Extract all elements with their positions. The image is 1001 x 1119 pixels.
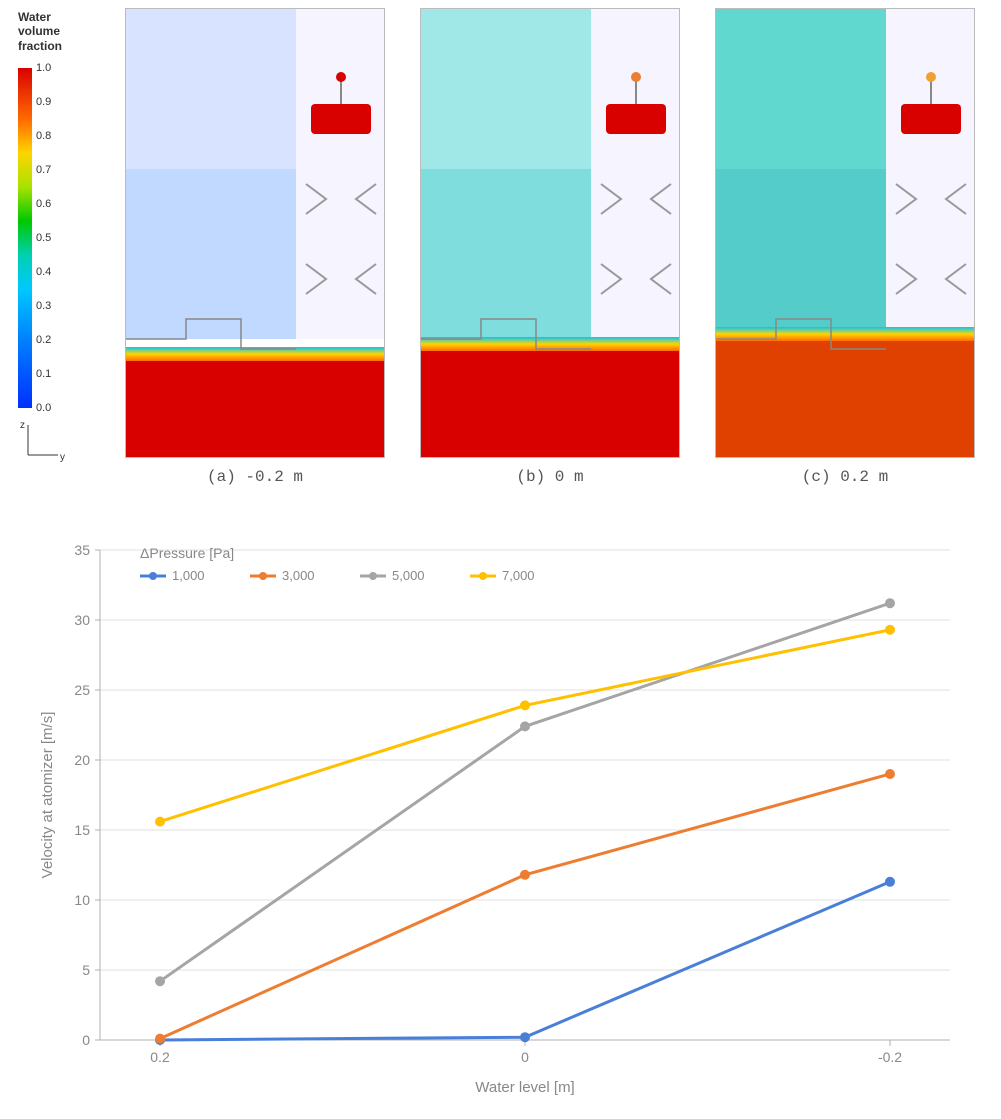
ytick-label: 25 bbox=[74, 682, 90, 698]
ytick-label: 10 bbox=[74, 892, 90, 908]
series-marker bbox=[521, 701, 529, 709]
legend-label: 5,000 bbox=[392, 568, 425, 583]
xtick-label: 0.2 bbox=[150, 1049, 170, 1065]
colorbar-title-l2: volume bbox=[18, 24, 60, 38]
legend-label: 1,000 bbox=[172, 568, 205, 583]
ytick-label: 20 bbox=[74, 752, 90, 768]
ytick-label: 15 bbox=[74, 822, 90, 838]
colorbar-tick: 0.1 bbox=[36, 368, 51, 380]
sim-panel-label: (a) -0.2 m bbox=[125, 468, 385, 486]
y-axis-label: Velocity at atomizer [m/s] bbox=[39, 712, 56, 879]
sim-panel-graphic bbox=[421, 9, 680, 458]
colorbar-tick: 0.3 bbox=[36, 300, 51, 312]
colorbar-tick: 0.7 bbox=[36, 164, 51, 176]
colorbar-title: Water volume fraction bbox=[18, 10, 98, 53]
legend-marker bbox=[259, 572, 267, 580]
sim-panel-0 bbox=[125, 8, 385, 458]
series-marker bbox=[521, 722, 529, 730]
legend-label: 7,000 bbox=[502, 568, 535, 583]
colorbar-title-l1: Water bbox=[18, 10, 51, 24]
series-marker bbox=[886, 770, 894, 778]
colorbar-tick: 0.4 bbox=[36, 266, 51, 278]
colorbar-tick: 0.5 bbox=[36, 232, 51, 244]
simulation-row: Water volume fraction 1.0 0.9 0.8 0.7 0.6 0.5… bbox=[0, 0, 1001, 520]
ytick-label: 30 bbox=[74, 612, 90, 628]
xtick-label: -0.2 bbox=[878, 1049, 902, 1065]
x-axis-label: Water level [m] bbox=[475, 1079, 574, 1096]
colorbar: Water volume fraction 1.0 0.9 0.8 0.7 0.6 0.5… bbox=[18, 10, 98, 450]
velocity-chart: 0 5 10 15 20 25 30 35 0.2 0 -0.2 Water level [m] Vel… bbox=[20, 520, 980, 1110]
series-marker bbox=[521, 871, 529, 879]
colorbar-title-l3: fraction bbox=[18, 39, 62, 53]
sim-panel-1 bbox=[420, 8, 680, 458]
sim-panel-graphic bbox=[126, 9, 385, 458]
series-line-2 bbox=[160, 603, 890, 981]
ytick-label: 0 bbox=[82, 1032, 90, 1048]
series-marker bbox=[521, 1033, 529, 1041]
colorbar-gradient bbox=[18, 68, 32, 408]
colorbar-tick: 0.9 bbox=[36, 96, 51, 108]
chart-svg: 0 5 10 15 20 25 30 35 0.2 0 -0.2 Water level [m] Vel… bbox=[20, 520, 980, 1110]
legend-label: 3,000 bbox=[282, 568, 315, 583]
series-marker bbox=[156, 818, 164, 826]
legend-title: ΔPressure [Pa] bbox=[140, 545, 234, 561]
series-marker bbox=[886, 599, 894, 607]
legend-marker bbox=[369, 572, 377, 580]
legend-marker bbox=[479, 572, 487, 580]
xtick-label: 0 bbox=[521, 1049, 529, 1065]
sim-panel-2 bbox=[715, 8, 975, 458]
sim-panel-graphic bbox=[716, 9, 975, 458]
series-marker bbox=[156, 1035, 164, 1043]
ytick-label: 5 bbox=[82, 962, 90, 978]
colorbar-tick: 0.0 bbox=[36, 402, 51, 414]
colorbar-tick: 0.2 bbox=[36, 334, 51, 346]
sim-panel-label: (b) 0 m bbox=[420, 468, 680, 486]
series-marker bbox=[156, 977, 164, 985]
axis-z-label: z bbox=[20, 420, 25, 431]
series-marker bbox=[886, 878, 894, 886]
colorbar-tick: 0.6 bbox=[36, 198, 51, 210]
axis-y-label: y bbox=[60, 452, 65, 463]
colorbar-tick: 1.0 bbox=[36, 62, 51, 74]
legend-marker bbox=[149, 572, 157, 580]
sim-panel-label: (c) 0.2 m bbox=[715, 468, 975, 486]
axes-indicator: z y bbox=[18, 420, 68, 470]
series-marker bbox=[886, 626, 894, 634]
ytick-label: 35 bbox=[74, 542, 90, 558]
colorbar-tick: 0.8 bbox=[36, 130, 51, 142]
